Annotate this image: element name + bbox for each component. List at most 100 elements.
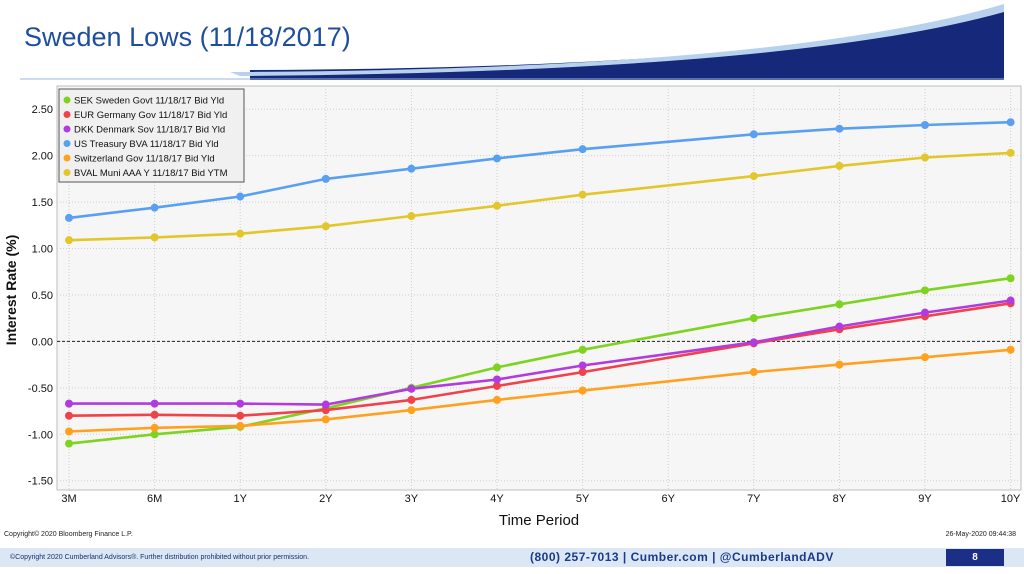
data-point: [493, 375, 501, 384]
data-point: [578, 190, 587, 199]
data-point: [578, 145, 587, 154]
y-tick-label: 2.50: [32, 104, 53, 116]
data-point: [921, 121, 929, 130]
data-point: [578, 368, 587, 377]
legend-entry: EUR Germany Gov 11/18/17 Bid Yld: [74, 110, 227, 121]
header-swoosh-dark: [250, 8, 1004, 80]
x-tick-label: 5Y: [576, 493, 590, 505]
y-tick-labels: -1.50 -1.00 -0.50 0.00 0.50 1.00 1.50 2.00 2.50: [28, 104, 53, 487]
data-point: [1006, 274, 1015, 283]
data-point: [749, 172, 758, 181]
data-point: [150, 233, 159, 242]
x-tick-label: 1Y: [233, 493, 247, 505]
legend-entry: Switzerland Gov 11/18/17 Bid Yld: [74, 154, 215, 165]
data-point: [150, 423, 159, 432]
data-point: [493, 201, 501, 210]
data-point: [749, 368, 758, 377]
y-tick-label: 0.50: [32, 290, 53, 302]
y-tick-label: 0.00: [32, 336, 53, 348]
data-point: [321, 400, 330, 409]
data-point: [321, 415, 330, 424]
data-point: [150, 203, 159, 212]
data-point: [407, 212, 416, 221]
x-tick-label: 8Y: [833, 493, 847, 505]
data-point: [407, 384, 416, 393]
x-axis-title: Time Period: [499, 512, 579, 529]
series-points: [65, 118, 1015, 448]
data-point: [321, 174, 330, 183]
y-tick-label: 2.00: [32, 151, 53, 163]
cumberland-copyright: ©Copyright 2020 Cumberland Advisors®. Fu…: [10, 554, 310, 561]
header-swoosh-light: [230, 4, 1004, 76]
x-tick-label: 10Y: [1001, 493, 1021, 505]
x-tick-label: 3M: [61, 493, 76, 505]
data-point: [65, 236, 73, 245]
data-point: [493, 381, 501, 390]
x-tick-label: 7Y: [747, 493, 761, 505]
legend-marker: [63, 111, 71, 118]
data-point: [578, 361, 587, 370]
legend-entry: SEK Sweden Govt 11/18/17 Bid Yld: [74, 96, 224, 107]
data-point: [236, 421, 245, 430]
data-point: [407, 164, 416, 173]
data-point: [749, 130, 758, 139]
data-point: [493, 363, 501, 372]
legend-marker: [63, 140, 71, 147]
data-point: [321, 222, 330, 231]
data-point: [65, 439, 73, 448]
data-point: [65, 399, 73, 408]
x-tick-label: 4Y: [490, 493, 504, 505]
y-tick-label: -0.50: [28, 383, 53, 395]
bloomberg-copyright: Copyright© 2020 Bloomberg Finance L.P.: [4, 531, 133, 538]
data-point: [1006, 296, 1015, 305]
data-point: [407, 395, 416, 404]
y-tick-label: 1.50: [32, 197, 53, 209]
x-tick-label: 6Y: [661, 493, 675, 505]
data-point: [921, 286, 929, 295]
data-point: [236, 399, 245, 408]
legend-box: [58, 88, 245, 183]
y-tick-label: 1.00: [32, 244, 53, 256]
footer-bar: [0, 548, 1024, 567]
data-point: [835, 322, 844, 331]
chart-legend: SEK Sweden Govt 11/18/17 Bid Yld EUR Germ…: [58, 88, 245, 183]
x-tick-labels: 3M 6M 1Y 2Y 3Y 4Y 5Y 6Y 7Y 8Y 9Y 10Y: [61, 493, 1021, 505]
legend-entry: US Treasury BVA 11/18/17 Bid Yld: [74, 139, 219, 150]
data-point: [1006, 118, 1015, 127]
data-point: [921, 153, 929, 162]
legend-entry: DKK Denmark Sov 11/18/17 Bid Yld: [74, 125, 225, 136]
legend-marker: [63, 96, 71, 104]
legend-entry: BVAL Muni AAA Y 11/18/17 Bid YTM: [74, 168, 228, 179]
legend-marker: [63, 125, 71, 133]
y-axis-title: Interest Rate (%): [3, 235, 19, 345]
x-tick-label: 9Y: [918, 493, 932, 505]
date-stamp: 26-May-2020 09:44:38: [945, 531, 1016, 538]
data-point: [150, 399, 159, 408]
header-swoosh: [20, 4, 1004, 80]
x-tick-label: 2Y: [319, 493, 333, 505]
data-point: [1006, 345, 1015, 354]
data-point: [236, 411, 245, 420]
data-point: [578, 386, 587, 395]
data-point: [749, 314, 758, 323]
x-tick-label: 3Y: [405, 493, 419, 505]
data-point: [578, 345, 587, 354]
page-number: 8: [946, 549, 1004, 566]
data-point: [835, 300, 844, 309]
data-point: [65, 427, 73, 436]
data-point: [236, 192, 245, 201]
data-point: [921, 308, 929, 317]
data-point: [921, 353, 929, 362]
data-point: [835, 360, 844, 369]
data-point: [835, 124, 844, 133]
data-point: [150, 430, 159, 439]
contact-info: (800) 257-7013 | Cumber.com | @Cumberlan…: [530, 550, 834, 564]
data-point: [493, 154, 501, 163]
data-point: [407, 406, 416, 415]
legend-marker: [63, 169, 71, 176]
y-tick-label: -1.00: [28, 429, 53, 441]
data-point: [321, 406, 330, 415]
data-point: [749, 338, 758, 347]
data-point: [236, 229, 245, 238]
